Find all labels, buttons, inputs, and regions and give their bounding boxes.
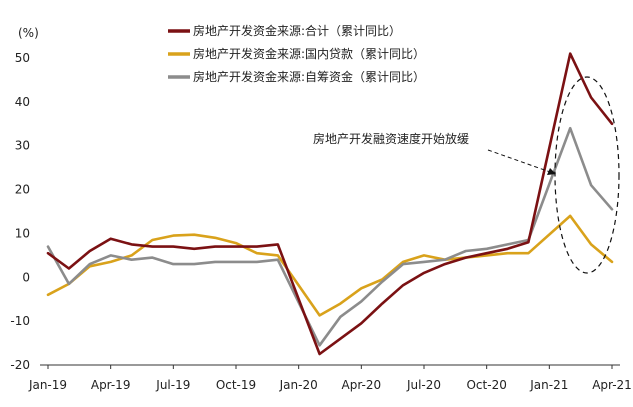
- y-axis-ticks: -20 -10 0 10 20 30 40 50: [10, 51, 30, 372]
- x-tick-label: Jan-21: [529, 378, 568, 392]
- x-tick-label: Apr-20: [342, 378, 382, 392]
- x-tick-label: Jul-20: [406, 378, 441, 392]
- legend-label-2: 房地产开发资金来源:自筹资金（累计同比）: [193, 69, 425, 84]
- x-tick-label: Jan-19: [28, 378, 67, 392]
- annotation-arrow: [487, 149, 554, 174]
- x-axis-ticks: Jan-19 Apr-19 Jul-19 Oct-19 Jan-20 Apr-20 Jul-…: [28, 365, 632, 392]
- annotation: 房地产开发融资速度开始放缓: [313, 76, 620, 274]
- y-tick-label: 10: [15, 226, 30, 240]
- y-tick-label: 40: [15, 95, 30, 109]
- x-tick-label: Oct-20: [466, 378, 506, 392]
- annotation-text: 房地产开发融资速度开始放缓: [313, 131, 469, 146]
- y-tick-label: 0: [22, 270, 30, 284]
- y-axis-unit: (%): [18, 26, 39, 40]
- legend: 房地产开发资金来源:合计（累计同比） 房地产开发资金来源:国内贷款（累计同比） 房地…: [168, 23, 425, 84]
- legend-label-1: 房地产开发资金来源:国内贷款（累计同比）: [193, 46, 425, 61]
- x-tick-label: Oct-19: [216, 378, 256, 392]
- annotation-ellipse: [554, 76, 620, 274]
- series-line-1: [46, 214, 614, 317]
- x-tick-label: Apr-19: [91, 378, 131, 392]
- y-tick-label: 20: [15, 183, 30, 197]
- annotation-arrowhead: [547, 168, 556, 175]
- x-tick-label: Jan-20: [279, 378, 318, 392]
- x-tick-label: Apr-21: [592, 378, 632, 392]
- y-tick-label: 30: [15, 139, 30, 153]
- series-line-0: [46, 52, 614, 356]
- series-line-2: [46, 126, 614, 347]
- y-tick-label: -10: [10, 314, 30, 328]
- y-tick-label: 50: [15, 51, 30, 65]
- legend-label-0: 房地产开发资金来源:合计（累计同比）: [193, 23, 401, 38]
- series-layer: [46, 52, 614, 356]
- y-tick-label: -20: [10, 358, 30, 372]
- x-tick-label: Jul-19: [155, 378, 190, 392]
